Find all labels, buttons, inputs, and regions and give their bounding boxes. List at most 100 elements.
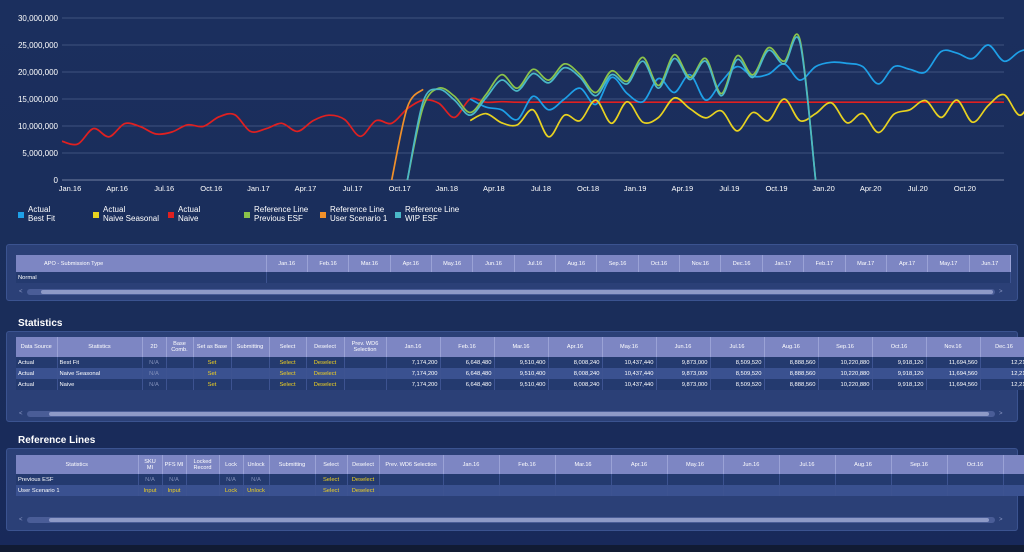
cell-value[interactable]	[1003, 485, 1024, 496]
cell-value[interactable]	[611, 485, 668, 496]
cell-value[interactable]	[499, 485, 556, 496]
scroll-right-icon[interactable]: >	[999, 289, 1003, 295]
legend-line2: Best Fit	[28, 214, 56, 223]
cell-value[interactable]: 12,21	[980, 357, 1024, 368]
cell-value[interactable]	[891, 474, 948, 485]
cell-value[interactable]: 9,873,000	[656, 368, 711, 379]
cell-value[interactable]	[555, 485, 612, 496]
cell-value[interactable]	[1003, 474, 1024, 485]
cell-value[interactable]	[835, 474, 892, 485]
select-button[interactable]: Select	[315, 485, 348, 496]
cell-value[interactable]: 8,509,520	[710, 379, 765, 390]
scroll-left-icon[interactable]: <	[19, 289, 23, 295]
cell-value[interactable]: 8,509,520	[710, 357, 765, 368]
cell-value[interactable]	[723, 474, 780, 485]
cell-value[interactable]: 12,21	[980, 368, 1024, 379]
cell-value[interactable]: 7,174,200	[386, 357, 441, 368]
pfs-mi-input-button[interactable]: Input	[162, 485, 187, 496]
lock-button[interactable]: Lock	[219, 485, 244, 496]
apo-month-header: Jul.16	[514, 255, 557, 272]
scroll-thumb[interactable]	[49, 412, 989, 416]
cell-value[interactable]: 12,21	[980, 379, 1024, 390]
scroll-thumb[interactable]	[49, 518, 989, 522]
cell-value[interactable]: 10,220,880	[818, 357, 873, 368]
reference-scrollbar[interactable]	[27, 517, 995, 523]
table-row[interactable]: Actual Naive N/A Set Select Deselect 7,174,200…	[16, 379, 1024, 390]
cell-value[interactable]	[891, 485, 948, 496]
cell-value[interactable]	[667, 474, 724, 485]
table-row[interactable]: Actual Best Fit N/A Set Select Deselect 7,174,…	[16, 357, 1024, 368]
cell-value[interactable]: 9,918,120	[872, 357, 927, 368]
sku-mi-input-button: N/A	[138, 474, 163, 485]
cell-value[interactable]: 8,888,560	[764, 379, 819, 390]
select-button[interactable]: Select	[269, 368, 307, 379]
cell-value[interactable]	[443, 474, 500, 485]
cell-value[interactable]	[555, 474, 612, 485]
scroll-left-icon[interactable]: <	[19, 411, 23, 417]
cell-value[interactable]: 11,694,560	[926, 379, 981, 390]
cell-value[interactable]	[835, 485, 892, 496]
cell-value[interactable]: 9,510,400	[494, 379, 549, 390]
set-as-base-button[interactable]: Set	[193, 368, 232, 379]
cell-value[interactable]: 8,888,560	[764, 357, 819, 368]
deselect-button[interactable]: Deselect	[347, 485, 380, 496]
cell-value[interactable]: 8,509,520	[710, 368, 765, 379]
cell-value[interactable]: 8,888,560	[764, 368, 819, 379]
cell-value[interactable]	[723, 485, 780, 496]
cell-value[interactable]: 11,694,560	[926, 368, 981, 379]
cell-value[interactable]	[611, 474, 668, 485]
scroll-left-icon[interactable]: <	[19, 517, 23, 523]
cell-value[interactable]: 11,694,560	[926, 357, 981, 368]
x-tick-label: Jul.18	[531, 184, 551, 193]
table-row[interactable]: User Scenario 1 Input Input Lock Unlock Selec…	[16, 485, 1024, 496]
cell-value[interactable]: 9,873,000	[656, 379, 711, 390]
cell-value[interactable]: 10,220,880	[818, 379, 873, 390]
cell-value[interactable]: 8,008,240	[548, 379, 603, 390]
cell-value[interactable]	[947, 485, 1004, 496]
unlock-button[interactable]: Unlock	[243, 485, 270, 496]
cell-value[interactable]: 9,918,120	[872, 379, 927, 390]
cell-value[interactable]: 7,174,200	[386, 379, 441, 390]
scroll-right-icon[interactable]: >	[999, 517, 1003, 523]
table-row[interactable]: Actual Naive Seasonal N/A Set Select Deselect…	[16, 368, 1024, 379]
sku-mi-input-button[interactable]: Input	[138, 485, 163, 496]
col-header: Select	[315, 455, 348, 474]
deselect-button[interactable]: Deselect	[347, 474, 380, 485]
cell-value[interactable]: 9,918,120	[872, 368, 927, 379]
deselect-button[interactable]: Deselect	[306, 368, 345, 379]
cell-value[interactable]: 9,510,400	[494, 368, 549, 379]
cell-value[interactable]	[499, 474, 556, 485]
cell-value[interactable]	[947, 474, 1004, 485]
cell-value[interactable]: 9,873,000	[656, 357, 711, 368]
cell-value[interactable]	[779, 485, 836, 496]
cell-value[interactable]: 10,437,440	[602, 368, 657, 379]
table-row[interactable]: Normal	[16, 272, 1011, 283]
scroll-thumb[interactable]	[41, 290, 993, 294]
select-button[interactable]: Select	[269, 357, 307, 368]
cell-value[interactable]: 6,648,480	[440, 357, 495, 368]
statistics-scrollbar[interactable]	[27, 411, 995, 417]
cell-value[interactable]	[667, 485, 724, 496]
cell-value[interactable]: 6,648,480	[440, 379, 495, 390]
cell-value[interactable]	[779, 474, 836, 485]
cell-value[interactable]: 10,220,880	[818, 368, 873, 379]
select-button[interactable]: Select	[269, 379, 307, 390]
legend-line2: WIP ESF	[405, 214, 438, 223]
cell-value[interactable]: 8,008,240	[548, 368, 603, 379]
cell-value[interactable]	[443, 485, 500, 496]
table-row[interactable]: Previous ESF N/A N/A N/A N/A Select Deselect	[16, 474, 1024, 485]
apo-scrollbar[interactable]	[27, 289, 995, 295]
scroll-right-icon[interactable]: >	[999, 411, 1003, 417]
set-as-base-button[interactable]: Set	[193, 357, 232, 368]
deselect-button[interactable]: Deselect	[306, 357, 345, 368]
cell-value[interactable]: 8,008,240	[548, 357, 603, 368]
month-header: Aug.16	[835, 455, 892, 474]
select-button[interactable]: Select	[315, 474, 348, 485]
set-as-base-button[interactable]: Set	[193, 379, 232, 390]
cell-value[interactable]: 9,510,400	[494, 357, 549, 368]
cell-value[interactable]: 6,648,480	[440, 368, 495, 379]
cell-value[interactable]: 10,437,440	[602, 357, 657, 368]
cell-value[interactable]: 10,437,440	[602, 379, 657, 390]
cell-value[interactable]: 7,174,200	[386, 368, 441, 379]
deselect-button[interactable]: Deselect	[306, 379, 345, 390]
